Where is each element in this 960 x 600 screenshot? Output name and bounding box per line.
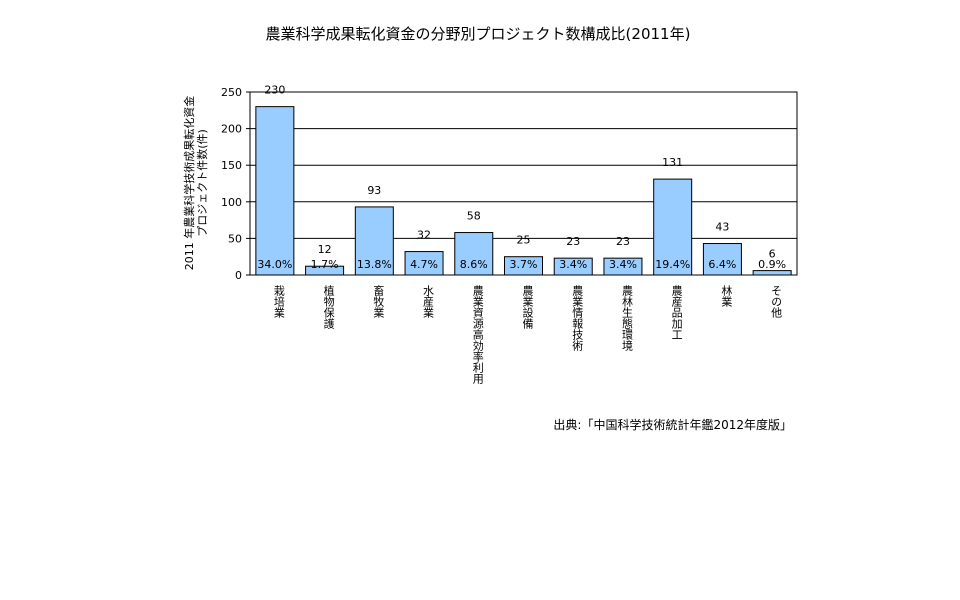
x-tick-label: 農業資源高効率利用 (471, 284, 484, 385)
percent-label: 13.8% (357, 258, 392, 271)
bars: 230 34.0% 12 1.7% 93 13.8% 32 4.7% 58 8.6% 25 3.7% 2… (255, 84, 792, 276)
x-tick-label-group: その他 (770, 285, 783, 318)
x-tick-label-group: 植物保護 (322, 284, 335, 330)
chart-title: 農業科学成果転化資金の分野別プロジェクト数構成比(2011年) (266, 25, 691, 43)
bar (752, 270, 792, 276)
y-tick-label: 250 (221, 86, 242, 99)
percent-label: 3.7% (510, 258, 538, 271)
x-tick-label-group: 農業設備 (521, 284, 534, 330)
y-tick-label: 150 (221, 159, 242, 172)
x-tick-label: 畜牧業 (372, 284, 385, 318)
x-tick-label: 林業 (720, 284, 733, 307)
bar (702, 243, 742, 276)
bar (603, 257, 643, 276)
bar (553, 257, 593, 276)
percent-label: 19.4% (655, 258, 690, 271)
bar (653, 178, 693, 276)
x-tick-label: 水産業 (422, 285, 435, 318)
bar (504, 256, 543, 276)
bar (305, 265, 345, 276)
gridlines (250, 128, 797, 239)
x-tick-label-group: 農林生態環境 (620, 284, 633, 351)
x-tick-label: 植物保護 (322, 284, 335, 330)
y-axis-title-line-1: 2011 年農業科学技術成果転化資金 (182, 96, 196, 271)
x-tick-label-group: 水産業 (422, 285, 435, 318)
percent-label: 6.4% (708, 258, 736, 271)
x-tick-label: 栽培業 (272, 285, 285, 318)
percent-label: 8.6% (460, 258, 488, 271)
bar (255, 106, 295, 276)
bar (354, 206, 394, 276)
x-tick-label-group: 農業資源高効率利用 (471, 284, 484, 385)
value-label: 230 (264, 84, 285, 97)
y-tick-label: 100 (221, 196, 242, 209)
x-tick-label: 農産品加工 (670, 284, 683, 340)
value-label: 25 (517, 234, 531, 247)
y-tick-label: 50 (228, 232, 242, 245)
x-tick-label-group: 農産品加工 (670, 284, 683, 340)
value-label: 32 (417, 229, 431, 242)
y-tick-label: 0 (235, 269, 242, 282)
bar (454, 232, 494, 276)
x-tick-label: 農業設備 (521, 284, 534, 330)
source-note: 出典:「中国科学技術統計年鑑2012年度版」 (553, 417, 792, 432)
x-axis-labels: 栽培業 植物保護 畜牧業 水産業 農業資源高効率利用 農業設備 農業情報技術 農林生態環境 農産… (272, 284, 782, 385)
x-tick-label: その他 (770, 285, 783, 318)
percent-label: 3.4% (559, 258, 587, 271)
value-label: 23 (566, 235, 580, 248)
value-label: 58 (467, 210, 481, 223)
value-label: 12 (318, 243, 332, 256)
x-tick-label-group: 林業 (720, 284, 733, 307)
value-label: 131 (662, 156, 683, 169)
value-label: 23 (616, 235, 630, 248)
x-tick-label: 農業情報技術 (571, 284, 584, 351)
value-label: 43 (715, 221, 729, 234)
y-axis: 0 50 100 150 200 250 (221, 86, 250, 282)
y-axis-title: 2011 年農業科学技術成果転化資金 プロジェクト件数(件) (182, 96, 209, 271)
percent-label: 34.0% (257, 258, 292, 271)
x-tick-label-group: 栽培業 (272, 285, 285, 318)
bar (404, 251, 444, 276)
x-tick-label-group: 畜牧業 (372, 284, 385, 318)
x-tick-label-group: 農業情報技術 (571, 284, 584, 351)
x-tick-label: 農林生態環境 (620, 284, 633, 351)
percent-label: 1.7% (311, 258, 339, 271)
y-tick-label: 200 (221, 123, 242, 136)
value-label: 93 (367, 184, 381, 197)
percent-label: 3.4% (609, 258, 637, 271)
y-axis-title-line-2: プロジェクト件数(件) (196, 129, 209, 237)
value-label: 6 (769, 248, 776, 261)
percent-label: 0.9% (758, 258, 786, 271)
percent-label: 4.7% (410, 258, 438, 271)
